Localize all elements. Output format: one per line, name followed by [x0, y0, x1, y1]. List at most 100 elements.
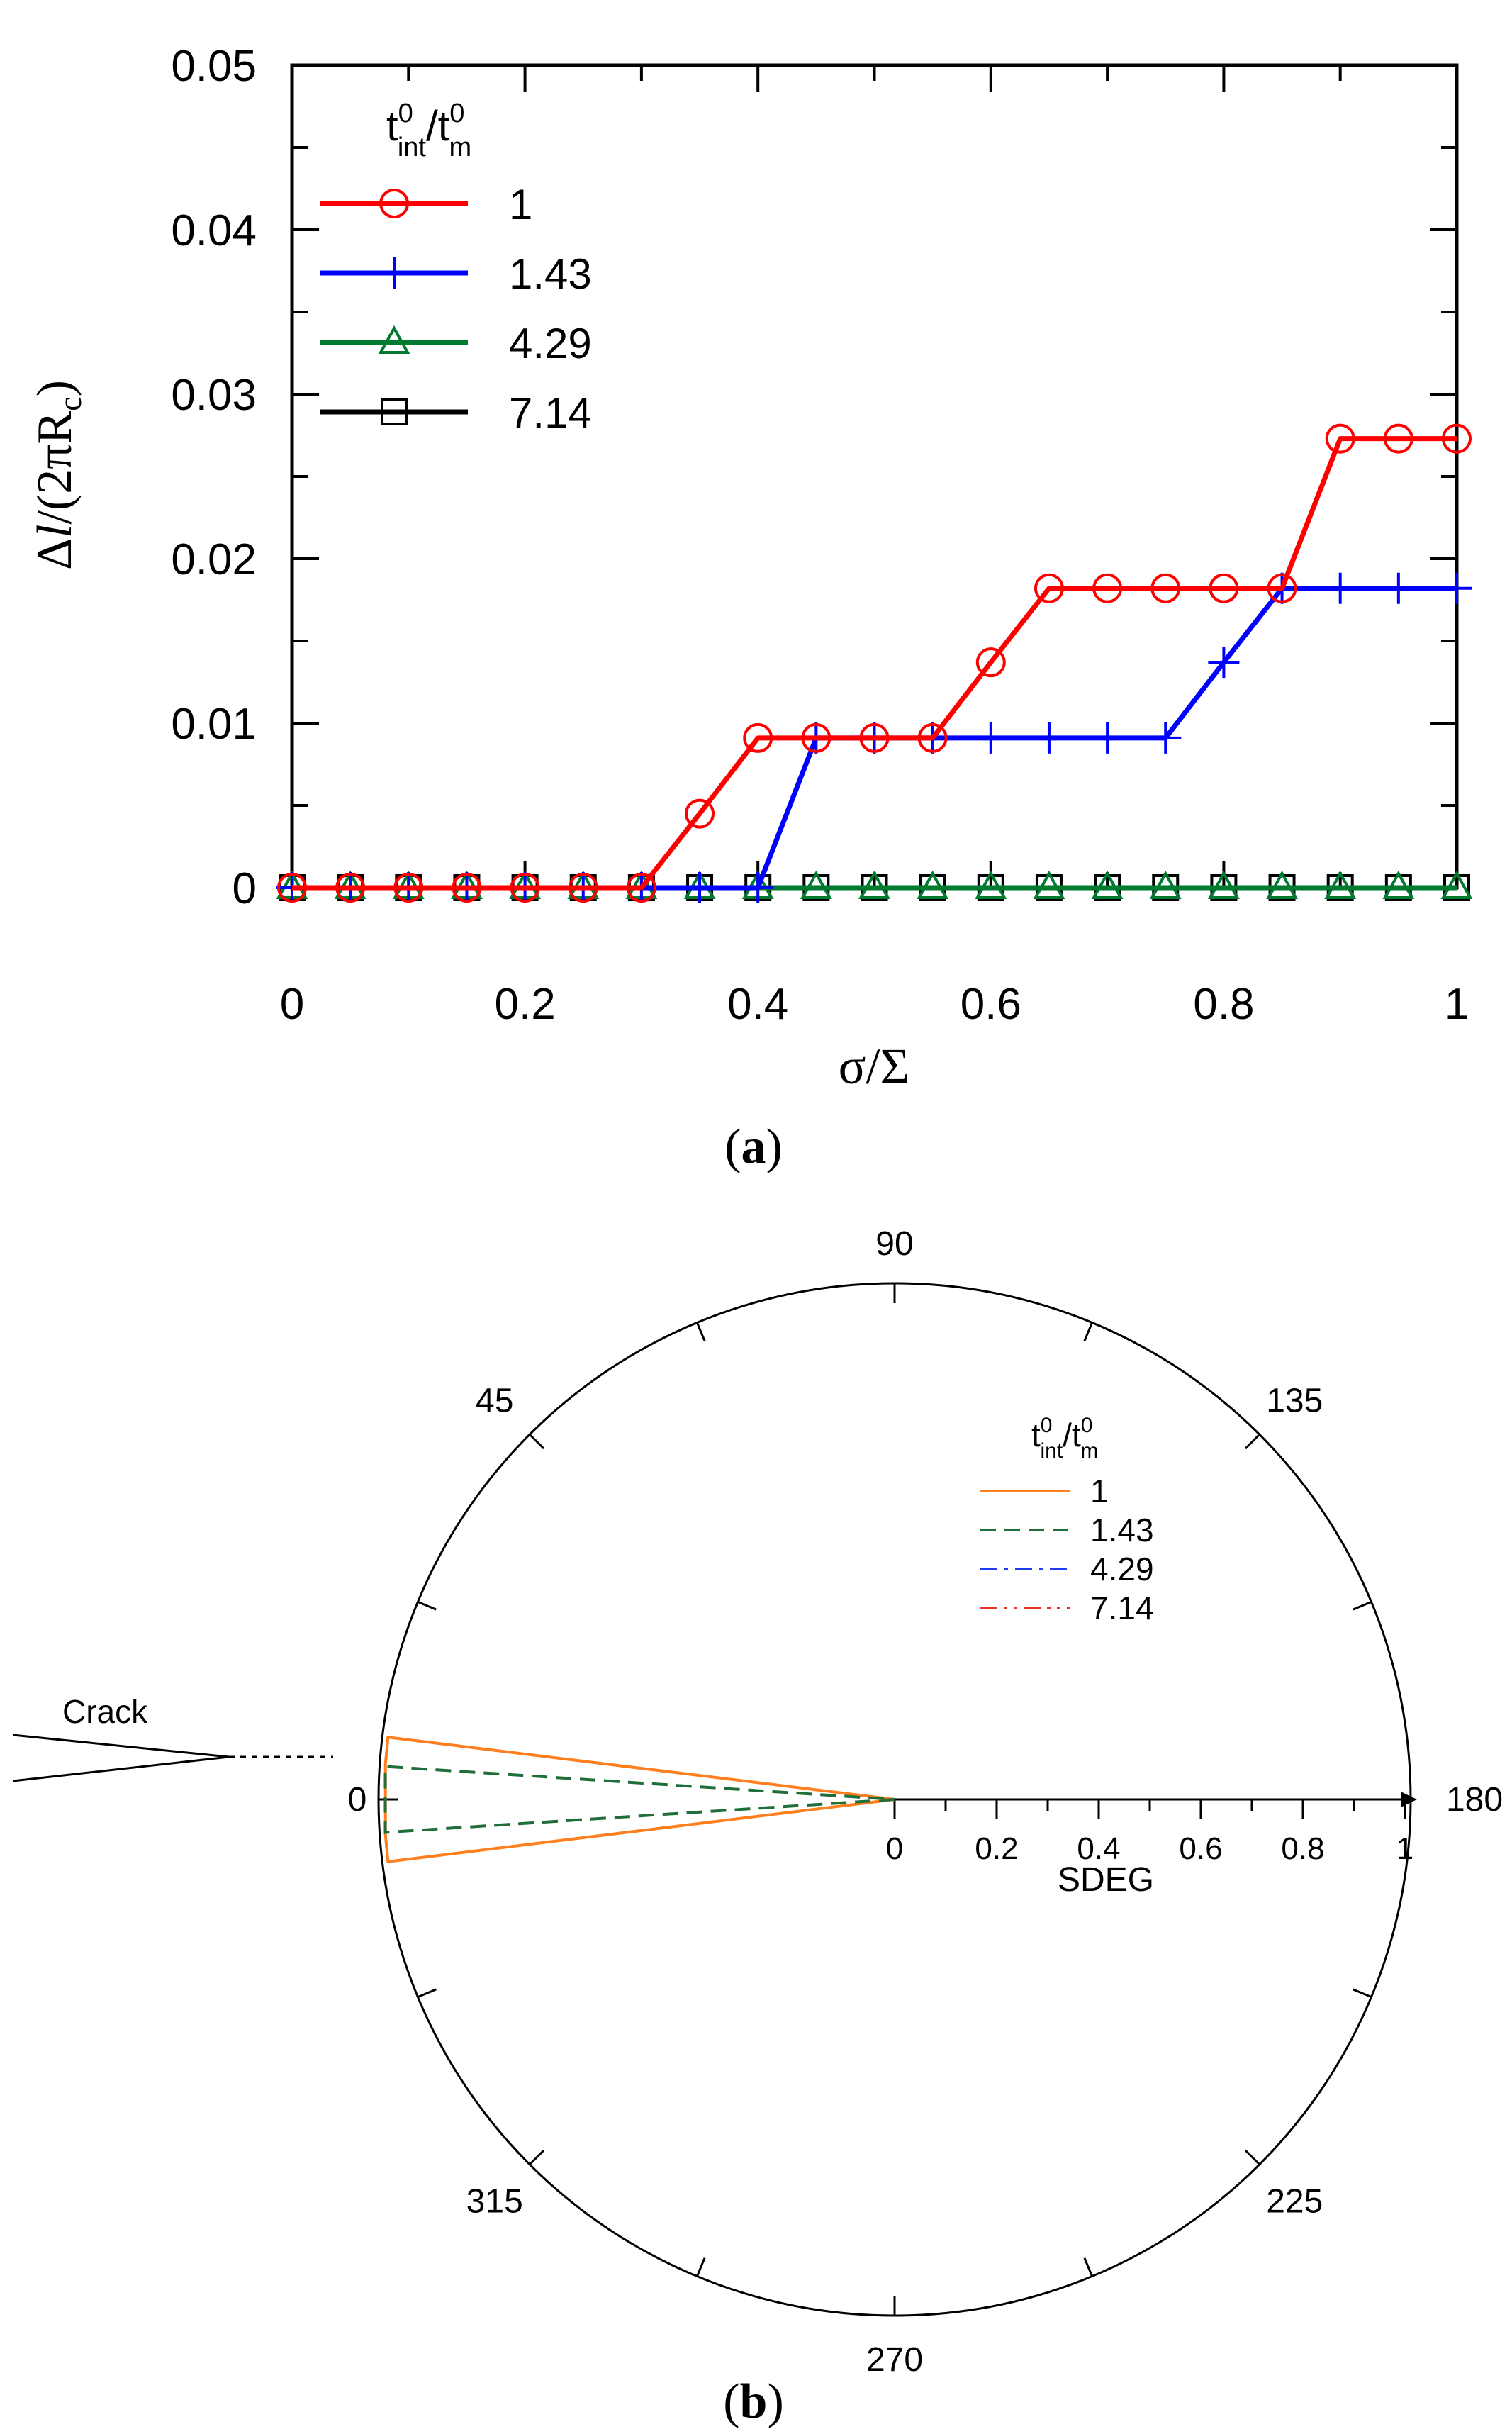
legend-marker [381, 398, 408, 425]
radial-tick-label: 0.4 [1077, 1831, 1120, 1866]
data-point [1208, 647, 1240, 679]
data-point [1033, 722, 1065, 754]
angle-label: 0 [348, 1781, 367, 1819]
data-point [858, 870, 890, 899]
y-tick-label: 0.04 [171, 206, 257, 255]
angle-tick [1083, 2257, 1093, 2277]
radial-axis-label: SDEG [1058, 1861, 1154, 1899]
data-point [1442, 423, 1472, 454]
x-tick-label: 1 [1445, 980, 1469, 1029]
data-point [917, 870, 949, 899]
x-tick-label: 0.2 [494, 980, 555, 1029]
data-point [1033, 870, 1065, 899]
angle-tick [1083, 1322, 1093, 1341]
angle-tick [529, 1434, 545, 1450]
data-point [975, 870, 1007, 899]
polar-series-layer [383, 1736, 895, 1863]
legend-marker [379, 257, 410, 289]
data-point [626, 873, 656, 903]
x-tick-label: 0 [280, 980, 304, 1029]
plot-frame [290, 63, 1459, 890]
legend: t0 int/t0 m 1 1.43 4.29 7.14 [320, 99, 592, 437]
data-point [1150, 573, 1181, 603]
angle-label: 45 [476, 1383, 513, 1420]
data-point [1207, 870, 1240, 899]
y-axis-label: Δl/(2πRc) [28, 380, 88, 570]
angle-label: 270 [866, 2341, 923, 2379]
angle-tick [696, 2257, 706, 2277]
panel-b-polar-chart: 0 45 90 135 180 225 270 315 0 0.2 0.4 0.6 0.8 1 SDEG… [12, 1225, 1503, 2429]
data-point [1383, 423, 1413, 454]
panel-label-a: (a) [724, 1120, 783, 1174]
y-tick-label: 0 [233, 864, 257, 913]
angle-labels: 0 45 90 135 180 225 270 315 [348, 1225, 1503, 2379]
radial-tick-label: 0.6 [1179, 1831, 1222, 1866]
angle-tick [417, 1601, 437, 1611]
data-point [684, 872, 716, 903]
data-point [1266, 870, 1298, 899]
x-tick-label: 0.4 [727, 980, 788, 1029]
radial-tick-label: 0.8 [1281, 1831, 1324, 1866]
data-point [1324, 870, 1357, 899]
panel-label-b: (b) [723, 2374, 784, 2429]
panel-a-line-chart: 0 0.2 0.4 0.6 0.8 1 0 0.01 0.02 0.03 0.04 0.05 Δl/… [28, 42, 1473, 1174]
legend-marker [379, 189, 409, 218]
y-tick-label: 0.02 [171, 535, 257, 584]
data-point [1209, 573, 1239, 603]
data-point [742, 872, 774, 903]
data-point [1440, 870, 1473, 899]
legend-item-7.14: 7.14 [320, 389, 592, 437]
radial-axis-arrow [1401, 1792, 1417, 1807]
data-point [743, 722, 773, 753]
legend-label: 1.43 [509, 250, 592, 298]
polar-legend-title: t0 int/t0 m [1031, 1414, 1098, 1463]
data-point [510, 873, 540, 903]
data-point [1092, 573, 1123, 603]
polar-legend-label: 4.29 [1090, 1551, 1154, 1587]
polar-series-1 [383, 1736, 895, 1863]
data-point [1441, 572, 1472, 604]
legend-item-1: 1 [320, 181, 532, 228]
legend-item-4.29: 4.29 [320, 320, 592, 367]
polar-legend-item-4.29: 4.29 [980, 1551, 1154, 1587]
series-1 [277, 423, 1472, 903]
data-point [1091, 870, 1124, 899]
data-point [685, 798, 715, 829]
data-point [1324, 572, 1356, 604]
radial-tick-label: 0 [886, 1831, 903, 1866]
angle-tick [1353, 1601, 1372, 1611]
angle-label: 135 [1266, 1383, 1323, 1420]
polar-legend-label: 1.43 [1090, 1512, 1154, 1548]
radial-tick-label: 0.2 [975, 1831, 1018, 1866]
legend-label: 4.29 [509, 320, 592, 367]
angle-label: 90 [875, 1225, 913, 1263]
data-point [1034, 573, 1064, 603]
legend-title: t0 int/t0 m [386, 99, 471, 162]
data-point [452, 873, 482, 903]
y-tick-label: 0.01 [171, 700, 257, 749]
data-point [1382, 572, 1414, 604]
data-point [975, 647, 1006, 678]
legend-marker [378, 325, 410, 354]
polar-legend: t0 int/t0 m 11.434.297.14 [980, 1414, 1154, 1626]
polar-legend-label: 7.14 [1090, 1590, 1154, 1626]
angle-tick [417, 1988, 437, 1998]
data-point [277, 873, 307, 903]
data-point [335, 873, 366, 903]
angle-tick [1244, 1434, 1260, 1450]
angle-label: 225 [1266, 2182, 1323, 2220]
polar-legend-label: 1 [1090, 1473, 1109, 1509]
data-point [1092, 722, 1124, 754]
series-line [292, 436, 1457, 891]
radial-tick-label: 1 [1396, 1831, 1413, 1866]
data-point [975, 722, 1007, 754]
angle-label: 180 [1446, 1781, 1503, 1819]
data-point [800, 870, 832, 899]
x-axis-label: σ/Σ [839, 1038, 910, 1095]
angle-tick [1353, 1988, 1372, 1998]
radial-ticks: 0 0.2 0.4 0.6 0.8 1 [886, 1799, 1413, 1866]
x-tick-label: 0.6 [961, 980, 1021, 1029]
data-point [1267, 573, 1297, 603]
data-point [1150, 722, 1182, 754]
